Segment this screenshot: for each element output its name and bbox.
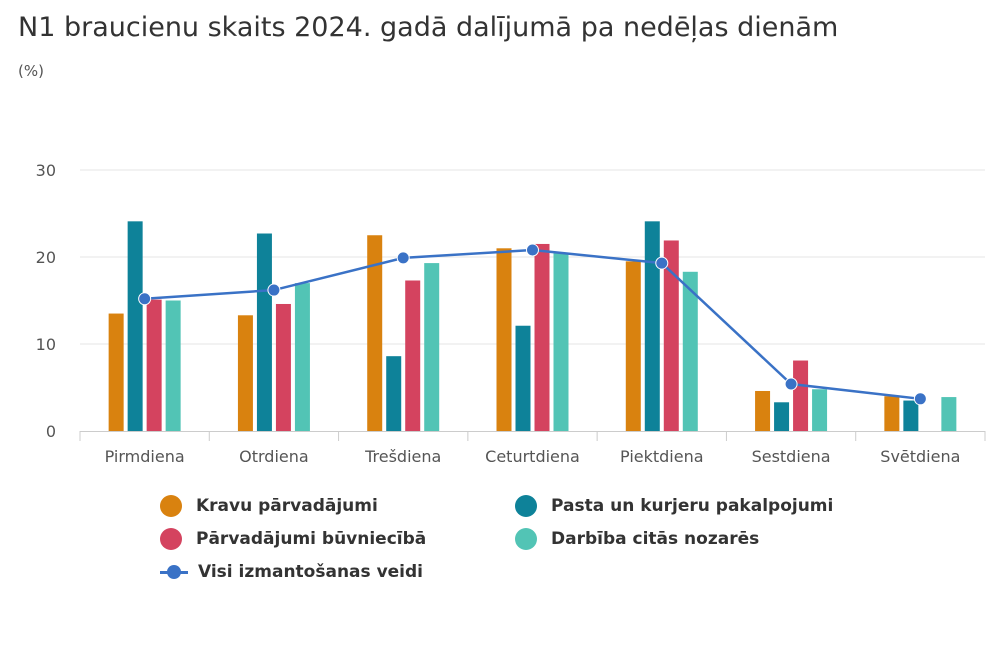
x-tick-label: Pirmdiena — [105, 447, 185, 466]
bar — [108, 313, 124, 431]
total-line — [138, 243, 927, 406]
x-tick-label: Ceturtdiena — [485, 447, 580, 466]
bar — [127, 221, 143, 431]
bar — [534, 243, 550, 431]
legend-item[interactable]: Pārvadājumi būvniecībā — [160, 528, 426, 550]
bar — [884, 396, 900, 431]
line-point — [396, 251, 410, 265]
legend-marker — [160, 561, 188, 583]
grid-lines: 0 10 20 30 — [36, 161, 985, 441]
unit-label: (%) — [18, 62, 44, 80]
y-tick-label: 0 — [46, 422, 56, 441]
bar — [405, 280, 421, 431]
axes: Pirmdiena Otrdiena Trešdiena Ceturtdiena Pie… — [79, 431, 986, 466]
x-tick-label: Piektdiena — [620, 447, 704, 466]
bar — [941, 397, 957, 431]
bar — [793, 360, 809, 431]
bar — [515, 325, 531, 431]
bar — [294, 283, 310, 431]
legend-label: Pārvadājumi būvniecībā — [196, 529, 427, 549]
line-point — [267, 283, 281, 297]
bar — [256, 233, 272, 431]
legend-label: Pasta un kurjeru pakalpojumi — [551, 496, 834, 516]
bar — [903, 400, 919, 431]
line-point — [655, 256, 669, 270]
bar — [644, 221, 660, 431]
line-point — [784, 377, 798, 391]
bar — [663, 240, 679, 431]
bar — [367, 235, 383, 431]
bar — [237, 315, 253, 431]
bar — [755, 390, 771, 431]
bar — [386, 356, 402, 431]
legend-item[interactable]: Kravu pārvadājumi — [160, 495, 378, 517]
legend-label: Kravu pārvadājumi — [196, 496, 378, 516]
x-tick-label: Trešdiena — [364, 447, 441, 466]
legend-marker — [160, 528, 182, 550]
x-tick-label: Sestdiena — [752, 447, 831, 466]
bar — [774, 402, 790, 431]
chart-title: N1 braucienu skaits 2024. gadā dalījumā … — [18, 12, 839, 43]
bar — [682, 271, 698, 431]
legend-label: Darbība citās nozarēs — [551, 529, 760, 549]
line-point — [913, 392, 927, 406]
y-tick-label: 10 — [36, 335, 56, 354]
x-tick-label: Otrdiena — [239, 447, 309, 466]
legend-item[interactable]: Darbība citās nozarēs — [515, 528, 759, 550]
bars — [108, 221, 957, 431]
legend-item[interactable]: Pasta un kurjeru pakalpojumi — [515, 495, 833, 517]
legend-marker — [160, 495, 182, 517]
x-tick-label: Svētdiena — [880, 447, 960, 466]
legend-marker — [515, 528, 537, 550]
bar — [275, 303, 291, 431]
bar — [625, 261, 641, 431]
legend-label: Visi izmantošanas veidi — [198, 562, 424, 582]
bar — [424, 263, 440, 431]
bar — [146, 299, 162, 431]
y-tick-label: 20 — [36, 248, 56, 267]
bar — [812, 389, 828, 431]
bar — [165, 300, 181, 431]
line-point — [526, 243, 539, 257]
y-tick-label: 30 — [36, 161, 56, 180]
bar — [553, 252, 569, 431]
legend-marker — [515, 495, 537, 517]
bar — [496, 248, 512, 431]
legend-item[interactable]: Visi izmantošanas veidi — [160, 561, 423, 583]
line-point — [138, 292, 152, 306]
